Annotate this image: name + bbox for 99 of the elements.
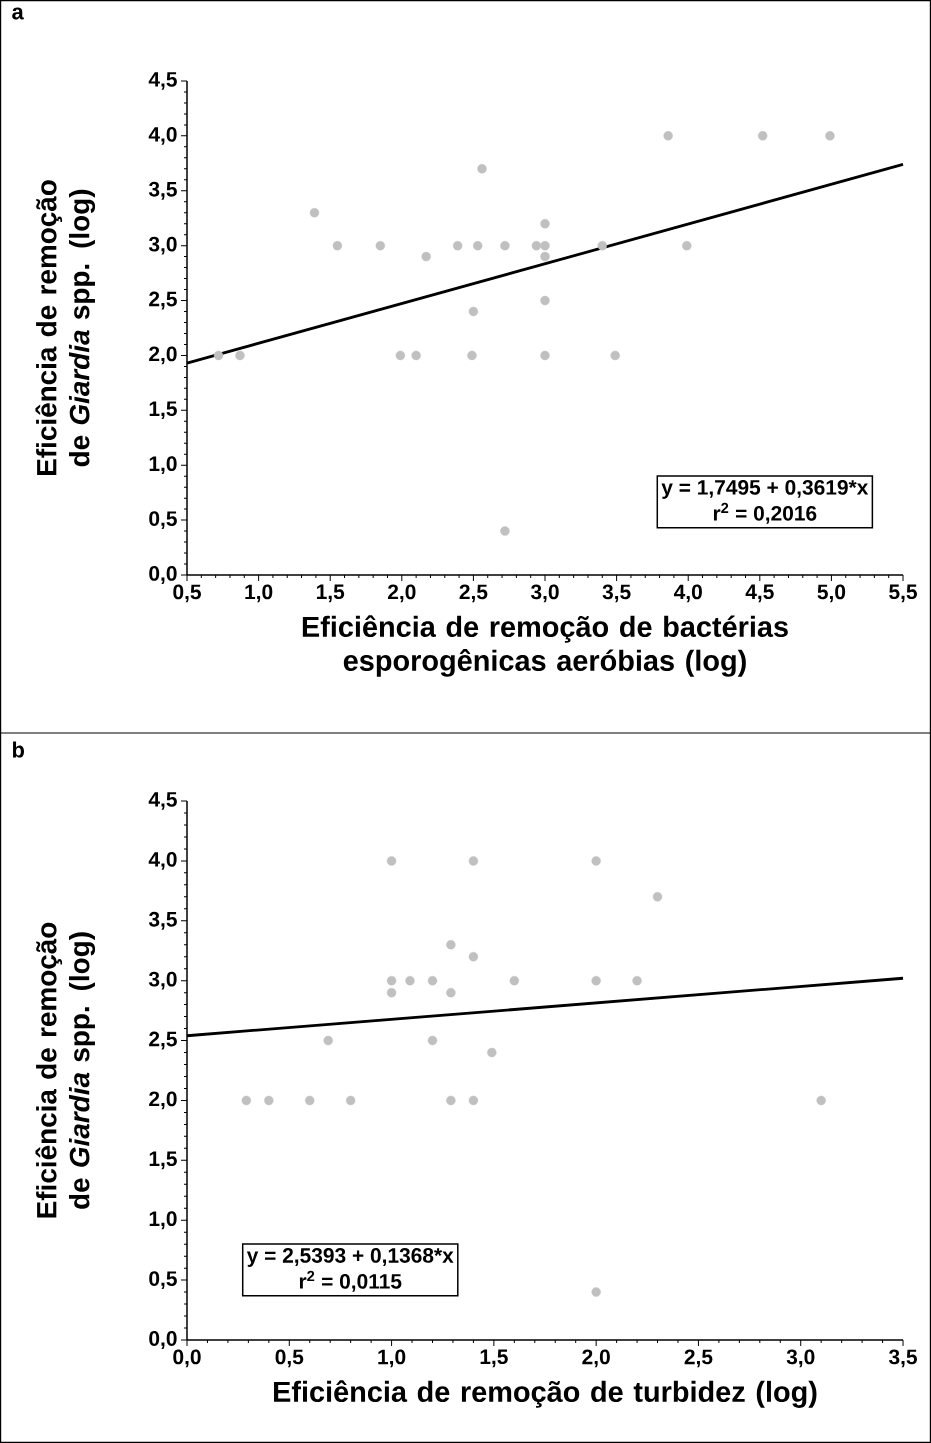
x-tick-label: 5,5 — [889, 584, 917, 603]
point — [386, 975, 397, 986]
x-axis-title: Eficiência de remoção de turbidez (log) — [274, 1380, 817, 1408]
y-tick-label: 2,5 — [149, 1031, 177, 1050]
point — [816, 1095, 826, 1106]
point — [500, 240, 510, 251]
x-axis-title: Eficiência de remoção de bactérias esporogênicas aeróbias (log) — [302, 615, 788, 677]
point — [446, 1095, 456, 1106]
point — [213, 350, 224, 361]
point — [597, 240, 607, 251]
point — [427, 1035, 438, 1046]
x-tick-label: 4,5 — [745, 584, 774, 603]
y-tick-label: 3,5 — [148, 911, 177, 930]
x-tick-label: 3,5 — [888, 1349, 917, 1368]
y-tick-label: 1,5 — [149, 401, 177, 420]
point — [825, 131, 835, 141]
y-tick-label: 4,0 — [148, 126, 177, 145]
x-tick-label: 2,0 — [387, 584, 416, 603]
x-tick-label: 5,0 — [817, 584, 846, 603]
x-tick-label: 0,5 — [173, 584, 201, 603]
point — [468, 306, 479, 317]
y-tick-label: 1,0 — [149, 456, 177, 475]
point — [477, 164, 487, 174]
point — [323, 1035, 333, 1046]
x-tick-label: 0,0 — [173, 1349, 201, 1368]
y-tick-label: 4,5 — [148, 792, 177, 810]
point — [467, 350, 477, 361]
point — [375, 240, 386, 251]
x-tick-label: 1,0 — [378, 1349, 406, 1368]
point — [235, 350, 245, 361]
point — [468, 856, 479, 866]
point — [591, 975, 601, 986]
point — [540, 240, 550, 251]
point — [411, 350, 421, 361]
point — [264, 1095, 274, 1106]
point — [473, 240, 483, 251]
point — [540, 218, 550, 229]
x-tick-label: 1,0 — [245, 584, 273, 603]
y-tick-label: 0,0 — [149, 1331, 177, 1349]
y-tick-label: 1,5 — [149, 1151, 177, 1170]
x-tick-label: 4,0 — [673, 584, 702, 603]
y-tick-label: 3,0 — [148, 236, 177, 255]
point — [591, 1287, 601, 1297]
point — [610, 350, 620, 361]
point — [540, 350, 550, 361]
point — [386, 856, 397, 866]
annotation: y = 1,7495 + 0,3619*x — [661, 479, 869, 499]
point — [682, 240, 692, 251]
x-tick-label: 3,0 — [530, 584, 559, 603]
chart-title: a — [12, 7, 24, 20]
point — [332, 240, 343, 251]
point — [309, 208, 320, 218]
point — [386, 987, 397, 998]
point — [427, 975, 438, 986]
y-tick-label: 3,5 — [148, 181, 177, 200]
y-tick-label: 2,0 — [149, 1091, 177, 1110]
annotation: r$^{2}$ = 0,2016 — [713, 502, 817, 524]
point — [663, 131, 673, 141]
point — [531, 240, 542, 251]
point — [509, 975, 520, 986]
annotation: r$^{2}$ = 0,0115 — [299, 1270, 402, 1292]
point — [421, 251, 431, 262]
point — [452, 240, 463, 251]
point — [446, 940, 456, 950]
y-tick-label: 2,0 — [149, 346, 177, 365]
y-tick-label: 4,0 — [148, 851, 177, 870]
point — [487, 1047, 497, 1058]
point — [652, 892, 663, 902]
x-tick-label: 3,5 — [602, 584, 631, 603]
y-tick-label: 0,5 — [149, 511, 177, 530]
point — [241, 1095, 252, 1106]
y-tick-label: 1,0 — [149, 1211, 177, 1230]
x-tick-label: 1,5 — [316, 584, 345, 603]
point — [405, 975, 415, 986]
annotation: y = 2,5393 + 0,1368*x — [246, 1248, 454, 1267]
x-tick-label: 2,0 — [582, 1349, 610, 1368]
point — [540, 251, 550, 262]
y-tick-label: 3,0 — [148, 971, 177, 990]
y-tick-label: 0,5 — [149, 1271, 177, 1290]
point — [591, 856, 601, 866]
x-tick-label: 0,5 — [275, 1349, 304, 1368]
y-tick-label: 2,5 — [149, 291, 177, 310]
x-tick-label: 1,5 — [480, 1349, 508, 1368]
y-tick-label: 4,5 — [148, 72, 177, 90]
point — [632, 975, 642, 986]
point — [395, 350, 406, 361]
x-tick-label: 2,5 — [459, 584, 488, 603]
x-tick-label: 3,0 — [786, 1349, 815, 1368]
point — [500, 526, 510, 536]
point — [345, 1095, 356, 1106]
point — [468, 952, 479, 962]
point — [757, 131, 768, 141]
point — [305, 1095, 315, 1106]
point — [540, 295, 550, 306]
chart-title: b — [12, 741, 24, 758]
y-tick-label: 0,0 — [149, 566, 177, 584]
point — [468, 1095, 479, 1106]
point — [446, 987, 456, 998]
x-tick-label: 2,5 — [684, 1349, 713, 1368]
